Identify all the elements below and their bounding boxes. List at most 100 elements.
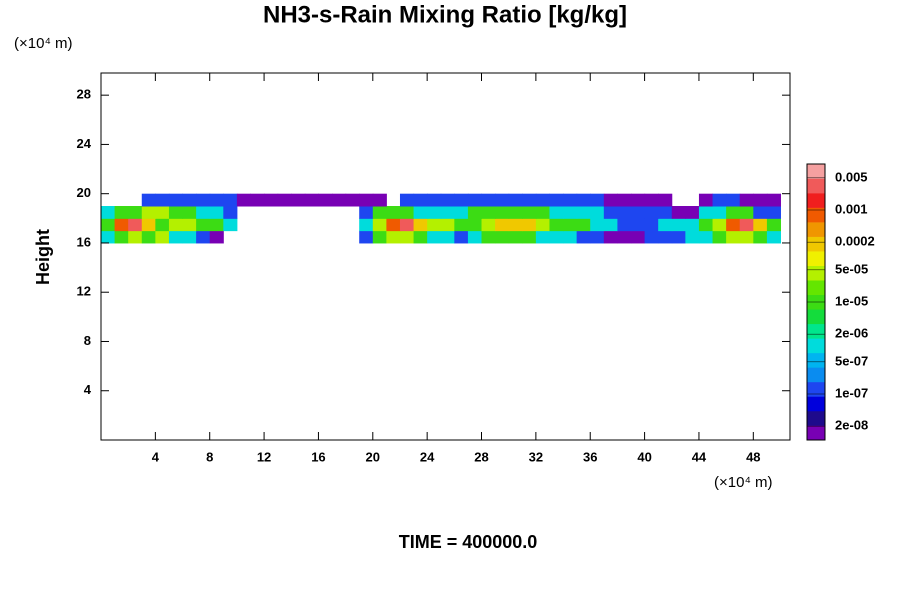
colorbar-bin (807, 207, 825, 223)
field-cell (196, 218, 211, 232)
field-cell (128, 218, 143, 232)
field-cell (372, 193, 387, 207)
field-cell (481, 218, 496, 232)
x-tick-label: 48 (746, 449, 760, 464)
y-tick-label: 8 (84, 333, 91, 348)
field-cell (399, 218, 415, 232)
plot-frame (100, 72, 791, 441)
field-cell (209, 206, 224, 219)
colorbar-bin (807, 309, 825, 325)
colorbar-label: 1e-05 (835, 293, 868, 308)
field-cell (155, 206, 170, 219)
field-cell (372, 230, 387, 244)
field-cell (182, 230, 197, 244)
field-cell (726, 206, 741, 219)
colorbar-label: 2e-08 (835, 418, 868, 433)
field-cell (399, 193, 415, 207)
field-cell (277, 193, 292, 207)
field-cell (753, 218, 768, 232)
y-tick-label: 28 (77, 87, 91, 102)
x-tick-label: 32 (529, 449, 543, 464)
field-cell (141, 230, 156, 244)
field-cell (617, 206, 632, 219)
field-cell (495, 218, 510, 232)
field-cell (535, 230, 550, 244)
field-cell (386, 218, 401, 232)
colorbar-label: 0.005 (835, 169, 868, 184)
field-cell (563, 218, 578, 232)
field-cell (658, 193, 673, 207)
field-cell (549, 206, 564, 219)
field-cell (182, 218, 197, 232)
field-cell (264, 193, 279, 207)
field-cell (522, 193, 537, 207)
field-cell (372, 218, 387, 232)
field-cell (182, 206, 197, 219)
footer: TIME = 400000.0 (399, 532, 538, 552)
field-cell (739, 206, 754, 219)
field-cell (427, 193, 442, 207)
field-cell (454, 230, 469, 244)
field-cell (481, 206, 496, 219)
field-cell (209, 230, 224, 244)
field-cell (549, 230, 564, 244)
field-cell (359, 206, 374, 219)
field-cell (603, 193, 618, 207)
field-cell (386, 206, 401, 219)
field-cell (549, 218, 564, 232)
field-cell (508, 218, 523, 232)
colorbar-bin (807, 425, 825, 441)
field-cell (168, 218, 184, 232)
colorbar-bin (807, 338, 825, 354)
field-cell (114, 206, 129, 219)
field-cell (644, 193, 659, 207)
x-tick-label: 12 (257, 449, 271, 464)
field-cell (576, 206, 591, 219)
field-cell (386, 230, 401, 244)
field-cell (223, 218, 238, 232)
y-tick-label: 20 (77, 185, 91, 200)
x-tick-label: 24 (420, 449, 435, 464)
field-cell (196, 230, 211, 244)
field-cell (481, 193, 496, 207)
field-cell (168, 193, 184, 207)
field-cell (726, 193, 741, 207)
field-cell (196, 206, 211, 219)
field-cell (209, 193, 224, 207)
field-cell (739, 193, 754, 207)
colorbar-bin (807, 236, 825, 252)
colorbar-bin (807, 193, 825, 208)
field-cell (658, 230, 673, 244)
field-cell (590, 206, 605, 219)
field-cell (399, 230, 415, 244)
field-cell (413, 230, 428, 244)
colorbar-label: 5e-07 (835, 353, 868, 368)
field-cell (644, 218, 659, 232)
colorbar-label: 2e-06 (835, 326, 868, 341)
field-cell (617, 193, 632, 207)
field-cell (141, 218, 156, 232)
field (101, 193, 781, 244)
colorbar-label: 5e-05 (835, 261, 868, 276)
field-cell (318, 193, 333, 207)
colorbar-label: 1e-07 (835, 385, 868, 400)
field-cell (644, 206, 659, 219)
colorbar-label: 0.001 (835, 201, 868, 216)
field-cell (685, 206, 700, 219)
field-cell (427, 218, 442, 232)
field-cell (454, 206, 469, 219)
field-cell (359, 218, 374, 232)
field-cell (236, 193, 251, 207)
field-cell (766, 218, 781, 232)
field-cell (739, 230, 754, 244)
field-cell (617, 230, 632, 244)
field-cell (372, 206, 387, 219)
field-cell (726, 218, 741, 232)
y-axis-label: Height (33, 229, 53, 285)
x-tick-label: 40 (637, 449, 651, 464)
field-cell (508, 193, 523, 207)
field-cell (535, 206, 550, 219)
field-cell (467, 230, 483, 244)
field-cell (590, 193, 605, 207)
field-cell (413, 193, 428, 207)
